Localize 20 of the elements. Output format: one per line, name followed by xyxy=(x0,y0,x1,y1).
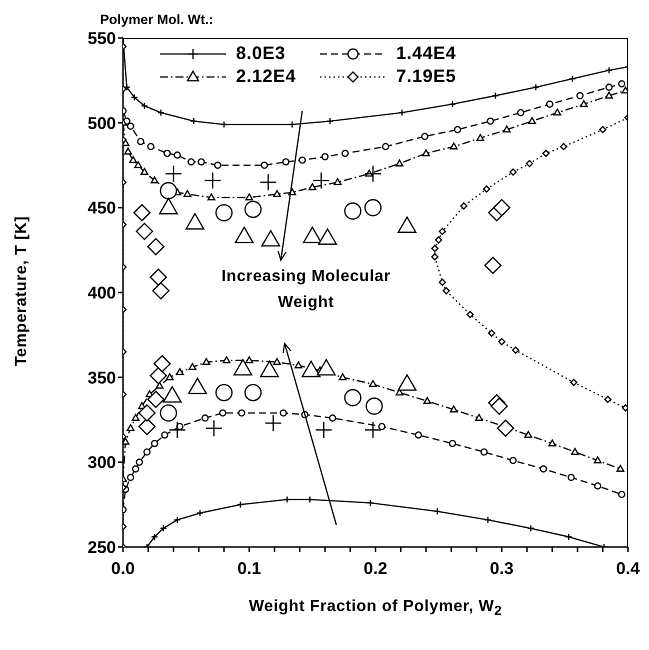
y-tick-label: 500 xyxy=(88,114,116,133)
x-tick-label: 0.2 xyxy=(364,559,388,578)
x-tick-label: 0.0 xyxy=(111,559,135,578)
y-tick-label: 250 xyxy=(88,538,116,558)
x-tick-label: 0.1 xyxy=(237,559,262,578)
legend-label: 1.44E4 xyxy=(396,43,456,64)
y-tick-label: 300 xyxy=(88,453,116,472)
legend-label: 7.19E5 xyxy=(396,66,456,87)
legend-title: Polymer Mol. Wt.: xyxy=(100,12,214,27)
annotation: Increasing Molecular Weight xyxy=(220,266,392,313)
y-tick-label: 450 xyxy=(88,198,116,218)
y-tick-label: 350 xyxy=(88,368,116,388)
legend-label: 8.0E3 xyxy=(236,43,286,64)
x-axis-title: Weight Fraction of Polymer, W$_{2}$ xyxy=(248,598,504,618)
y-tick-label: 400 xyxy=(88,284,116,303)
y-tick-label: 550 xyxy=(88,29,116,48)
x-tick-label: 0.4 xyxy=(616,559,640,578)
x-tick-label: 0.3 xyxy=(490,559,514,578)
legend-label: 2.12E4 xyxy=(236,66,296,87)
y-axis-title: Temperature, T [K] xyxy=(13,214,31,368)
